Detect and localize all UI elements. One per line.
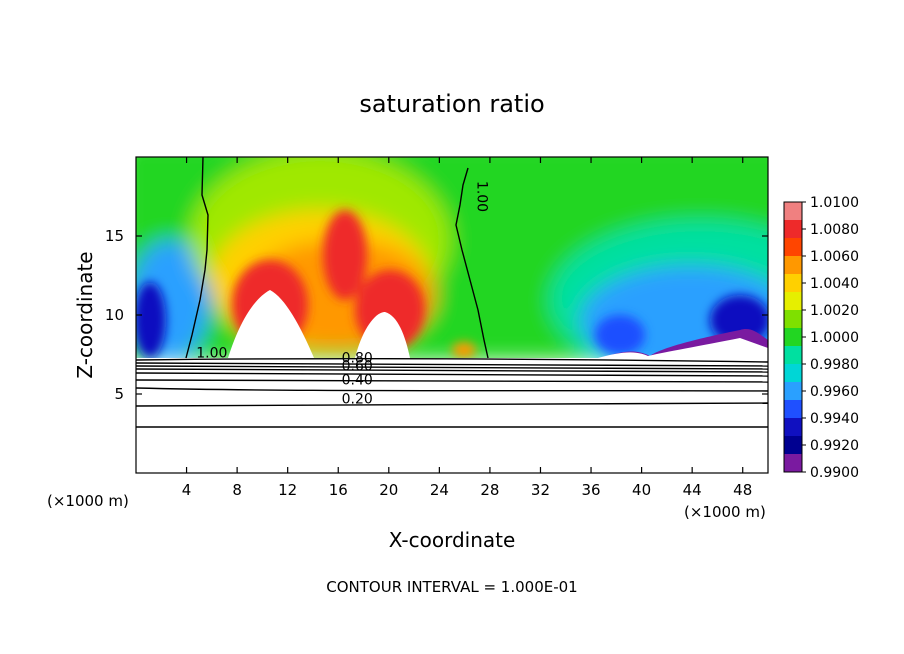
- chart-title: saturation ratio: [359, 90, 544, 118]
- subsaturated-layer: [136, 358, 768, 473]
- contour-labels: 1.00 1.00 0.800.600.40 0.20: [196, 181, 489, 408]
- colorbar-swatch: [784, 328, 802, 347]
- contour-lines: [136, 157, 768, 428]
- colorbar-swatch: [784, 346, 802, 365]
- colorbar-swatch: [784, 202, 802, 221]
- x-tick-label: 4: [182, 481, 192, 499]
- colorbar-swatch: [784, 454, 802, 473]
- colorbar-swatch: [784, 256, 802, 275]
- x-tick-label: 32: [531, 481, 550, 499]
- colorbar-label: 1.0100: [810, 195, 859, 211]
- colorbar-swatch: [784, 238, 802, 257]
- colorbar-label: 0.9900: [810, 465, 859, 481]
- supersaturation-cores: [228, 290, 768, 358]
- x-tick-label: 40: [632, 481, 651, 499]
- colorbar-swatch: [784, 400, 802, 419]
- colorbar-swatch: [784, 382, 802, 401]
- colorbar-label: 1.0040: [810, 276, 859, 292]
- colorbar-swatch: [784, 274, 802, 293]
- x-unit-right: (×1000 m): [684, 503, 766, 521]
- colorbar-swatch: [784, 436, 802, 455]
- colorbar-swatch: [784, 418, 802, 437]
- colorbar-label: 1.0000: [810, 330, 859, 346]
- x-axis: 4 8 12 16 20 24 28 32 36 40 44 48: [182, 157, 752, 499]
- x-unit-left: (×1000 m): [47, 492, 129, 510]
- y-tick-label: 5: [114, 385, 124, 403]
- colorbar-swatch: [784, 310, 802, 329]
- x-tick-label: 8: [232, 481, 242, 499]
- x-tick-label: 36: [581, 481, 600, 499]
- x-tick-label: 12: [278, 481, 297, 499]
- colorbar-label: 1.0060: [810, 249, 859, 265]
- colorbar-label: 1.0080: [810, 222, 859, 238]
- contour-label: 0.20: [342, 391, 373, 407]
- colorbar-swatch: [784, 364, 802, 383]
- colorbar-label: 0.9980: [810, 357, 859, 373]
- colorbar: 1.0100 1.0080 1.0060 1.0040 1.0020 1.0000 0.99…: [783, 195, 859, 481]
- colorbar-label: 0.9940: [810, 411, 859, 427]
- colorbar-label: 1.0020: [810, 303, 859, 319]
- x-tick-label: 48: [733, 481, 752, 499]
- x-tick-label: 20: [379, 481, 398, 499]
- x-tick-label: 28: [480, 481, 499, 499]
- contour-label: 1.00: [473, 181, 489, 212]
- contour-label: 1.00: [196, 346, 227, 362]
- x-tick-label: 16: [329, 481, 348, 499]
- plot-area: 1.00 1.00 0.800.600.40 0.20: [136, 157, 768, 473]
- colorbar-label: 0.9920: [810, 438, 859, 454]
- y-tick-label: 10: [105, 306, 124, 324]
- x-tick-label: 44: [683, 481, 702, 499]
- x-axis-title: X-coordinate: [389, 528, 516, 552]
- contour-interval-note: CONTOUR INTERVAL = 1.000E-01: [326, 578, 577, 596]
- colorbar-swatch: [784, 292, 802, 311]
- colorbar-label: 0.9960: [810, 384, 859, 400]
- contour-label: 0.40: [342, 373, 373, 389]
- contour-label: 0.60: [342, 358, 373, 374]
- y-tick-label: 15: [105, 227, 124, 245]
- colorbar-swatch: [784, 220, 802, 239]
- contour-label: 0.80: [342, 350, 373, 366]
- y-axis: 5 10 15: [105, 227, 768, 403]
- saturation-field-detail: [136, 210, 768, 358]
- x-tick-label: 24: [430, 481, 449, 499]
- y-axis-title: Z-coordinate: [73, 251, 97, 378]
